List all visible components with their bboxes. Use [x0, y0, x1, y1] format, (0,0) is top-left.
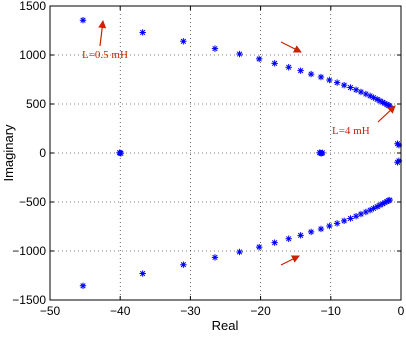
data-point [180, 38, 187, 45]
x-tick-label: −20 [250, 304, 271, 318]
data-point [379, 200, 386, 207]
data-point [139, 270, 146, 277]
data-point [352, 213, 360, 220]
data-point [370, 94, 377, 101]
data-point [347, 215, 354, 222]
x-tick-label: 0 [398, 304, 405, 318]
y-tick-labels: −1500 −1000 −500 0 500 1000 1500 [12, 0, 46, 307]
data-point [347, 84, 354, 91]
x-axis-label: Real [212, 318, 239, 333]
data-point [319, 149, 326, 157]
trend-arrow-lower [280, 255, 300, 266]
x-tick-labels: −50 −40 −30 −20 −10 0 [40, 304, 405, 318]
data-point [385, 197, 392, 204]
plot-frame [49, 5, 402, 301]
y-tick-label: −500 [19, 195, 46, 209]
data-point [285, 235, 292, 242]
data-point [376, 201, 384, 209]
trend-arrow-upper [280, 41, 302, 53]
data-point [236, 50, 243, 58]
data-point [376, 97, 384, 105]
data-point [333, 220, 341, 227]
data-point [381, 100, 389, 107]
x-tick-label: −50 [40, 304, 61, 318]
data-point [317, 225, 325, 233]
grid-lines [50, 6, 401, 300]
data-point [379, 99, 386, 106]
data-point [352, 86, 360, 93]
y-tick-label: −1000 [12, 244, 46, 258]
data-point [373, 96, 381, 103]
y-tick-label: 500 [26, 97, 46, 111]
data-point [211, 45, 219, 52]
y-tick-label: 1500 [19, 0, 46, 13]
annotation-low-l: L=0.5 mH [82, 49, 128, 61]
data-point [307, 228, 315, 236]
y-axis-label: Imaginary [1, 124, 16, 182]
x-tick-label: −40 [110, 304, 131, 318]
data-point [297, 67, 304, 74]
data-point [271, 60, 278, 67]
data-point [326, 222, 333, 230]
data-point [373, 203, 381, 210]
data-point [340, 217, 348, 225]
x-tick-label: −10 [321, 304, 342, 318]
data-point [79, 282, 87, 289]
data-point [79, 17, 87, 24]
data-point [362, 90, 370, 98]
y-tick-label: 1000 [19, 48, 46, 62]
data-point [139, 29, 146, 36]
annotation-high-l: L=4 mH [332, 125, 370, 137]
data-point [357, 88, 365, 96]
data-point [236, 248, 243, 256]
annotation-arrow-low-l [98, 20, 107, 47]
data-point [307, 70, 315, 78]
data-point [180, 261, 187, 268]
annotation-arrow-high-l [377, 105, 396, 123]
data-points [79, 17, 403, 289]
data-point [357, 210, 365, 218]
data-point [333, 79, 341, 86]
data-point [271, 239, 278, 246]
data-point [370, 205, 377, 212]
data-point [395, 141, 403, 149]
data-point [326, 76, 333, 84]
data-point [297, 232, 304, 239]
data-point [366, 206, 374, 214]
data-point [366, 92, 374, 100]
data-point [117, 149, 124, 157]
data-point [395, 157, 403, 165]
y-tick-label: 0 [39, 146, 46, 160]
data-point [211, 254, 219, 261]
data-point [386, 196, 393, 204]
data-point [255, 55, 263, 63]
data-point [340, 81, 348, 89]
data-point [381, 199, 389, 206]
y-tick-label: −1500 [12, 293, 46, 307]
data-point [285, 64, 292, 71]
data-point [362, 208, 370, 216]
data-point [317, 73, 325, 81]
data-point [255, 243, 263, 251]
x-tick-label: −30 [180, 304, 201, 318]
